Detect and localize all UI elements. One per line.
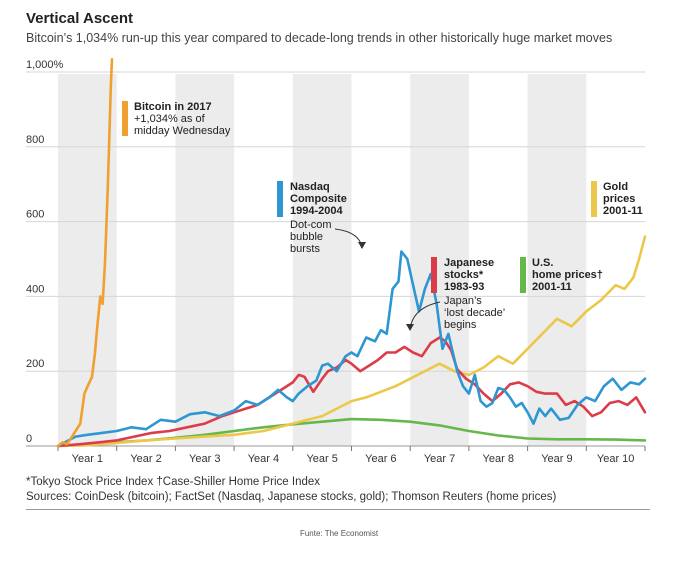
- x-tick-label: Year 1: [72, 453, 103, 465]
- y-tick-label: 600: [26, 209, 44, 221]
- annotation-label: bubble: [290, 231, 323, 243]
- annotation-label: +1,034% as of: [134, 113, 206, 125]
- annotation-label: Japan’s: [444, 295, 482, 307]
- callout-arrowhead: [406, 324, 414, 331]
- legend-swatch-nasdaq: [277, 181, 283, 217]
- x-tick-label: Year 2: [130, 453, 161, 465]
- series-line-japan: [56, 336, 647, 448]
- annotation-label: Composite: [290, 193, 347, 205]
- annotation-label: U.S.: [532, 257, 553, 269]
- footnote-sources: Sources: CoinDesk (bitcoin); FactSet (Na…: [26, 491, 557, 503]
- annotation-label: home prices†: [532, 269, 603, 281]
- annotation-label: stocks*: [444, 269, 484, 281]
- legend-swatch-japan: [431, 257, 437, 293]
- legend-swatch-bitcoin: [122, 101, 128, 136]
- y-tick-label: 200: [26, 358, 44, 370]
- annotation-label: Dot-com: [290, 219, 332, 231]
- x-tick-label: Year 7: [424, 453, 455, 465]
- series-line-nasdaq: [56, 250, 647, 448]
- annotation-label: Nasdaq: [290, 181, 330, 193]
- chart: 0 200 400 600 800 1,000% Year 1 Year 2 Year 3 Yea…: [26, 57, 647, 465]
- annotation-label: begins: [444, 319, 477, 331]
- x-tick-label: Year 9: [541, 453, 572, 465]
- callout-arrowhead: [358, 242, 366, 249]
- year-band: [175, 74, 235, 446]
- annotation-label: 2001-11: [532, 281, 572, 293]
- annotation-label: Gold: [603, 181, 628, 193]
- year-band: [410, 74, 469, 446]
- year-band: [527, 74, 587, 446]
- y-tick-label: 0: [26, 433, 32, 445]
- x-tick-label: Year 6: [365, 453, 396, 465]
- series-line-bitcoin: [56, 57, 114, 448]
- x-tick-label: Year 3: [189, 453, 220, 465]
- annotation-label: 2001-11: [603, 205, 643, 217]
- annotation-label: 1983-93: [444, 281, 484, 293]
- chart-subtitle: Bitcoin’s 1,034% run-up this year compar…: [26, 31, 613, 45]
- annotation-label: prices: [603, 193, 635, 205]
- x-tick-label: Year 5: [306, 453, 337, 465]
- x-tick-label: Year 8: [483, 453, 514, 465]
- y-tick-label: 800: [26, 134, 44, 146]
- year-band: [292, 74, 352, 446]
- annotation-label: midday Wednesday: [134, 125, 231, 137]
- legend-swatch-gold: [591, 181, 597, 217]
- annotation-label: 1994-2004: [290, 205, 343, 217]
- annotation-label: Japanese: [444, 257, 494, 269]
- divider: [26, 509, 650, 510]
- footnote-index: *Tokyo Stock Price Index †Case-Shiller H…: [26, 476, 321, 488]
- annotation-label: bursts: [290, 243, 320, 255]
- annotation-label: ‘lost decade’: [444, 307, 505, 319]
- y-tick-label: 1,000%: [26, 59, 64, 71]
- y-tick-label: 400: [26, 283, 44, 295]
- chart-title: Vertical Ascent: [26, 10, 133, 27]
- legend-swatch-home: [520, 257, 526, 293]
- year-band: [58, 74, 117, 446]
- x-tick-label: Year 10: [597, 453, 635, 465]
- series-line-gold: [56, 235, 647, 448]
- credit: Funte: The Economist: [299, 529, 379, 538]
- annotation-label: Bitcoin in 2017: [134, 101, 212, 113]
- x-tick-label: Year 4: [248, 453, 279, 465]
